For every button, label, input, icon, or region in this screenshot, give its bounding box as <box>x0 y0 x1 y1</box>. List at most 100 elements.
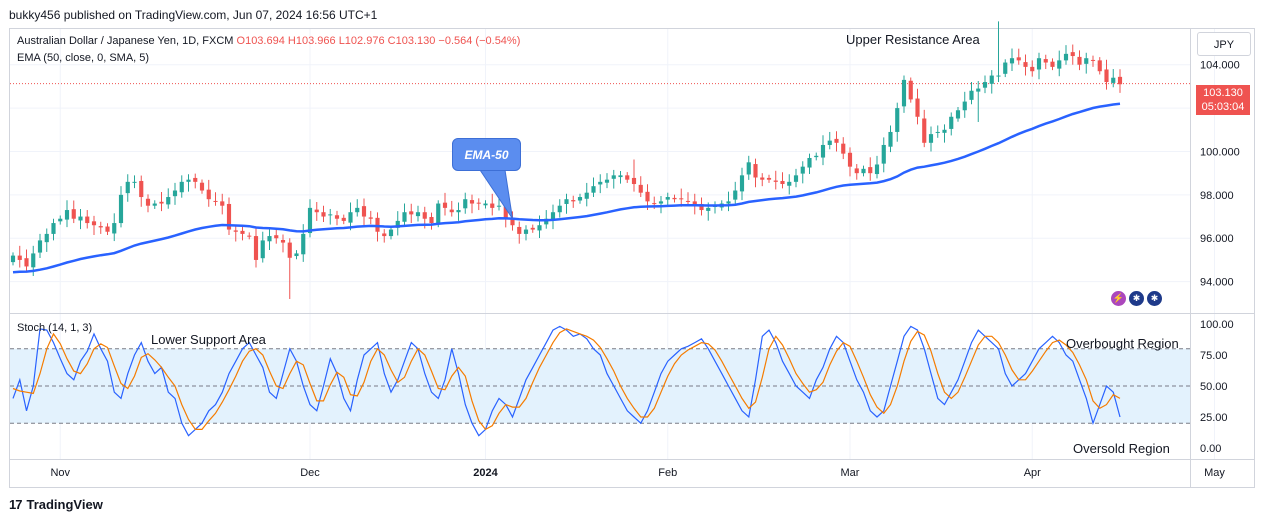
lightning-icon[interactable]: ⚡ <box>1110 290 1127 307</box>
bar-countdown: 05:03:04 <box>1201 101 1245 113</box>
legend-indicator[interactable]: EMA (50, close, 0, SMA, 5) <box>17 52 150 64</box>
candle-body <box>44 233 49 243</box>
annotation-upper-resistance: Upper Resistance Area <box>846 32 980 47</box>
candle-body <box>1023 62 1028 67</box>
candle-body <box>37 240 43 253</box>
candle-body <box>456 210 461 213</box>
candle-body <box>874 164 880 175</box>
candle-body <box>1050 61 1055 67</box>
candle-body <box>361 206 367 217</box>
candle-body <box>476 202 481 204</box>
price-tick-label: 94.000 <box>1200 277 1234 289</box>
candle-body <box>834 138 839 143</box>
candle-body <box>928 134 934 143</box>
candle-body <box>226 203 232 230</box>
candle-body <box>112 223 117 234</box>
candle-body <box>382 233 387 237</box>
candle-body <box>820 144 826 158</box>
candle-body <box>503 206 508 219</box>
candle-body <box>780 180 785 185</box>
candle-body <box>429 216 434 224</box>
candle-body <box>746 162 751 175</box>
candle-body <box>1111 77 1116 83</box>
candle-body <box>294 253 299 257</box>
candle-body <box>550 212 556 221</box>
candle-body <box>321 212 326 217</box>
candle-body <box>530 227 535 230</box>
candle-body <box>422 212 427 219</box>
candle-body <box>692 201 697 206</box>
candle-body <box>618 175 623 178</box>
price-tick-label: 100.000 <box>1200 146 1240 158</box>
candle-body <box>1084 58 1089 64</box>
candle-body <box>908 80 913 100</box>
legend-stoch[interactable]: Stoch (14, 1, 3) <box>17 322 93 334</box>
candle-body <box>240 230 245 234</box>
candle-body <box>510 217 515 226</box>
candle-body <box>280 239 286 243</box>
candle-body <box>1009 58 1015 64</box>
candle-body <box>888 131 893 147</box>
candle-body <box>1077 56 1082 65</box>
candle-body <box>31 253 36 268</box>
legend-symbol: Australian Dollar / Japanese Yen, 1D, FX… <box>17 35 234 47</box>
annotation-lower-support: Lower Support Area <box>151 332 266 347</box>
time-tick-label: Nov <box>50 467 70 479</box>
candle-body <box>71 209 76 219</box>
currency-button[interactable]: JPY <box>1197 32 1251 56</box>
time-tick-label: Dec <box>300 467 320 479</box>
candle-body <box>679 198 684 200</box>
time-tick-label: Apr <box>1024 467 1041 479</box>
candle-body <box>193 177 198 182</box>
price-tick-label: 104.000 <box>1200 60 1240 72</box>
candle-body <box>658 201 664 204</box>
candle-body <box>1057 60 1062 69</box>
candle-body <box>611 175 616 179</box>
candle-body <box>496 205 502 207</box>
candle-body <box>152 203 157 206</box>
candle-body <box>638 184 643 193</box>
candle-body <box>233 230 238 232</box>
candle-body <box>739 175 745 192</box>
tradingview-logo[interactable]: 17 TradingView <box>9 497 103 512</box>
candle-body <box>179 181 184 193</box>
ema-50-line <box>12 102 1121 274</box>
candle-body <box>469 200 475 204</box>
australia-flag-icon[interactable]: ✱ <box>1146 290 1163 307</box>
candle-body <box>415 212 421 217</box>
candle-body <box>145 198 151 206</box>
candle-body <box>220 201 225 206</box>
candle-body <box>98 226 103 228</box>
candle-body <box>490 203 495 208</box>
australia-flag-icon[interactable]: ✱ <box>1128 290 1145 307</box>
candle-body <box>1016 57 1021 61</box>
candle-body <box>787 181 792 186</box>
candle-body <box>125 181 130 194</box>
candle-body <box>139 180 144 198</box>
event-flags[interactable]: ⚡ ✱ ✱ <box>1110 290 1163 307</box>
stoch-tick-label: 50.00 <box>1200 381 1228 393</box>
candle-body <box>544 218 549 225</box>
candle-body <box>699 203 704 211</box>
candle-body <box>1063 53 1069 61</box>
candle-body <box>773 180 778 182</box>
legend-symbol-line: Australian Dollar / Japanese Yen, 1D, FX… <box>17 35 520 47</box>
candle-body <box>483 203 488 206</box>
candle-body <box>949 116 954 129</box>
candle-body <box>307 207 313 234</box>
candle-body <box>105 226 110 232</box>
candle-body <box>814 155 819 158</box>
candle-body <box>969 90 974 100</box>
tradingview-mark-icon: 17 <box>9 497 23 512</box>
ema-callout: EMA-50 <box>452 138 521 171</box>
candle-body <box>166 197 171 205</box>
candle-body <box>517 226 522 234</box>
candle-body <box>213 200 218 202</box>
candle-body <box>982 82 988 88</box>
candle-body <box>685 200 691 202</box>
stoch-d-line <box>12 328 1121 431</box>
candle-body <box>348 212 353 223</box>
candle-body <box>915 98 920 117</box>
candle-body <box>17 255 22 260</box>
candle-body <box>895 108 900 132</box>
